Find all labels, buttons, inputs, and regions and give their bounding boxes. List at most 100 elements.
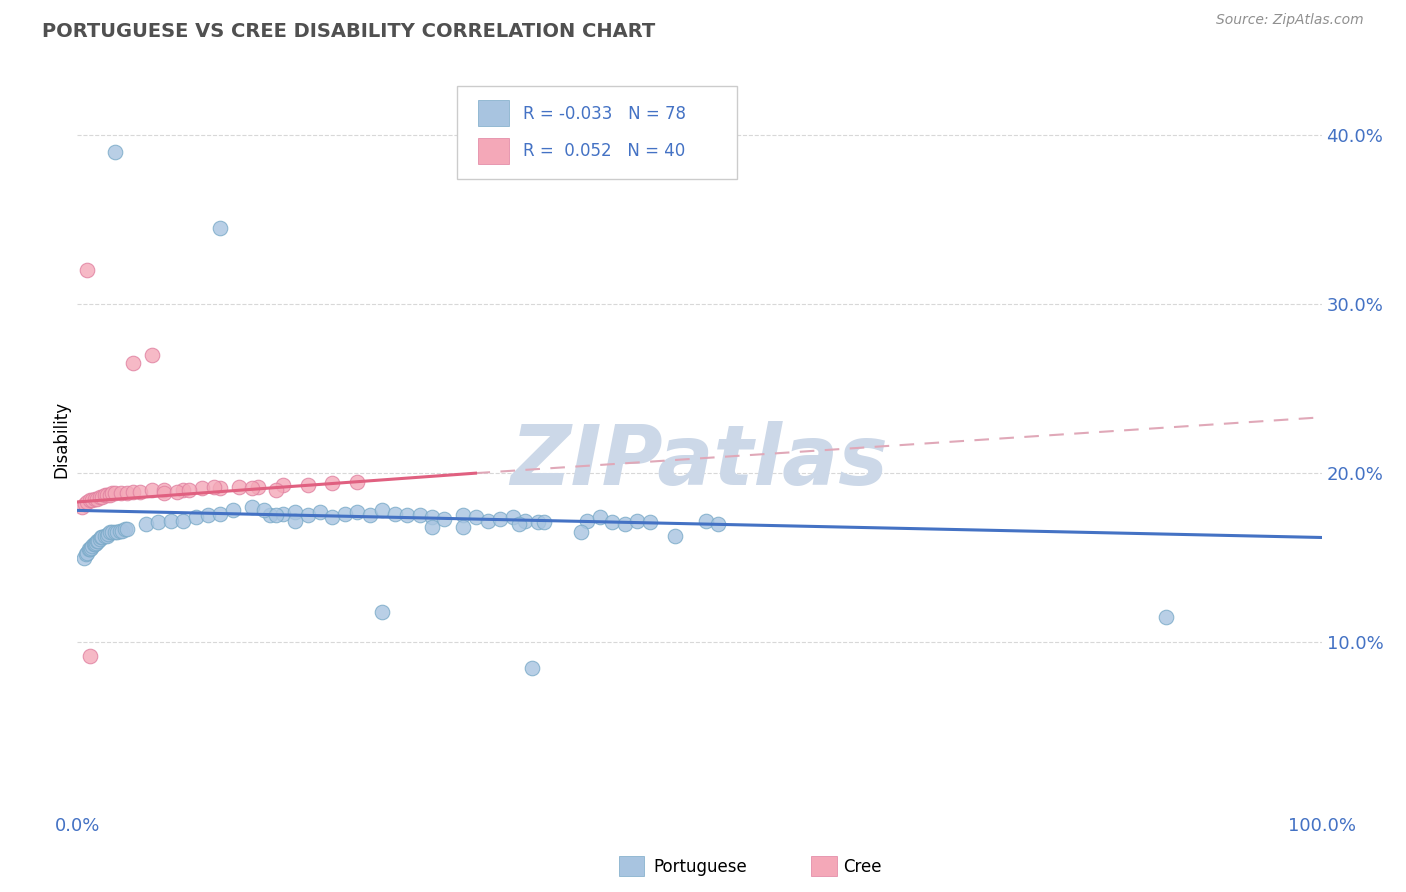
FancyBboxPatch shape [457, 86, 737, 178]
Point [72, 500, 94, 514]
Point [98, 525, 121, 540]
Text: PORTUGUESE VS CREE DISABILITY CORRELATION CHART: PORTUGUESE VS CREE DISABILITY CORRELATIO… [42, 22, 655, 41]
Point [104, 486, 127, 500]
Point [271, 507, 294, 521]
Point [520, 661, 543, 675]
Point [533, 515, 555, 529]
Point [626, 514, 648, 528]
Point [408, 508, 430, 523]
Point [115, 522, 138, 536]
Point [76, 495, 98, 509]
Y-axis label: Disability: Disability [52, 401, 70, 478]
Point [695, 514, 717, 528]
Point [73, 497, 96, 511]
Point [77, 542, 100, 557]
Point [89, 490, 111, 504]
Point [451, 508, 474, 523]
Point [589, 510, 612, 524]
FancyBboxPatch shape [478, 101, 509, 127]
Point [98, 488, 121, 502]
Point [508, 516, 530, 531]
Point [83, 537, 105, 551]
Point [209, 482, 232, 496]
Point [111, 524, 134, 538]
Point [420, 510, 443, 524]
Point [108, 524, 131, 538]
Point [97, 527, 120, 541]
Point [240, 482, 263, 496]
Point [96, 488, 118, 502]
Text: R = -0.033   N = 78: R = -0.033 N = 78 [523, 105, 686, 123]
Point [79, 542, 101, 557]
Point [114, 522, 136, 536]
Point [80, 541, 103, 555]
Point [84, 535, 107, 549]
Point [90, 531, 112, 545]
Point [707, 516, 730, 531]
Point [209, 220, 232, 235]
Point [371, 605, 394, 619]
Point [246, 480, 269, 494]
Point [240, 500, 263, 514]
Point [502, 510, 524, 524]
Point [96, 529, 118, 543]
Point [638, 515, 661, 529]
Point [228, 480, 250, 494]
Point [101, 525, 124, 540]
Point [515, 514, 537, 528]
Point [87, 533, 110, 548]
Point [115, 486, 138, 500]
Point [309, 505, 332, 519]
Point [89, 532, 111, 546]
Point [297, 478, 319, 492]
Point [72, 550, 94, 565]
Point [148, 515, 170, 529]
Point [76, 546, 98, 560]
Point [602, 515, 624, 529]
Text: Source: ZipAtlas.com: Source: ZipAtlas.com [1216, 13, 1364, 28]
Point [209, 507, 232, 521]
Point [83, 491, 105, 506]
Point [172, 514, 194, 528]
Point [86, 533, 108, 548]
Point [93, 488, 115, 502]
Point [253, 503, 276, 517]
Point [91, 531, 114, 545]
Point [197, 508, 219, 523]
Point [477, 514, 499, 528]
Point [526, 515, 548, 529]
Point [451, 520, 474, 534]
FancyBboxPatch shape [478, 137, 509, 164]
Point [79, 648, 101, 663]
Point [489, 512, 512, 526]
Point [93, 529, 115, 543]
Point [83, 537, 105, 551]
Point [153, 486, 176, 500]
Point [420, 520, 443, 534]
Point [1154, 610, 1177, 624]
Point [271, 478, 294, 492]
Point [141, 483, 163, 497]
Point [128, 484, 150, 499]
Point [284, 514, 307, 528]
Point [222, 503, 245, 517]
Point [82, 539, 104, 553]
Point [104, 145, 127, 159]
Point [172, 483, 194, 497]
Text: Cree: Cree [844, 858, 882, 876]
Point [191, 482, 214, 496]
Point [153, 483, 176, 497]
Point [91, 490, 114, 504]
Point [346, 475, 368, 489]
Text: Portuguese: Portuguese [654, 858, 748, 876]
Point [159, 514, 181, 528]
Point [284, 505, 307, 519]
Point [266, 508, 288, 523]
Point [184, 510, 207, 524]
Point [101, 486, 124, 500]
Point [122, 356, 145, 370]
Point [613, 516, 636, 531]
Point [166, 484, 188, 499]
Point [82, 493, 104, 508]
Point [384, 507, 406, 521]
